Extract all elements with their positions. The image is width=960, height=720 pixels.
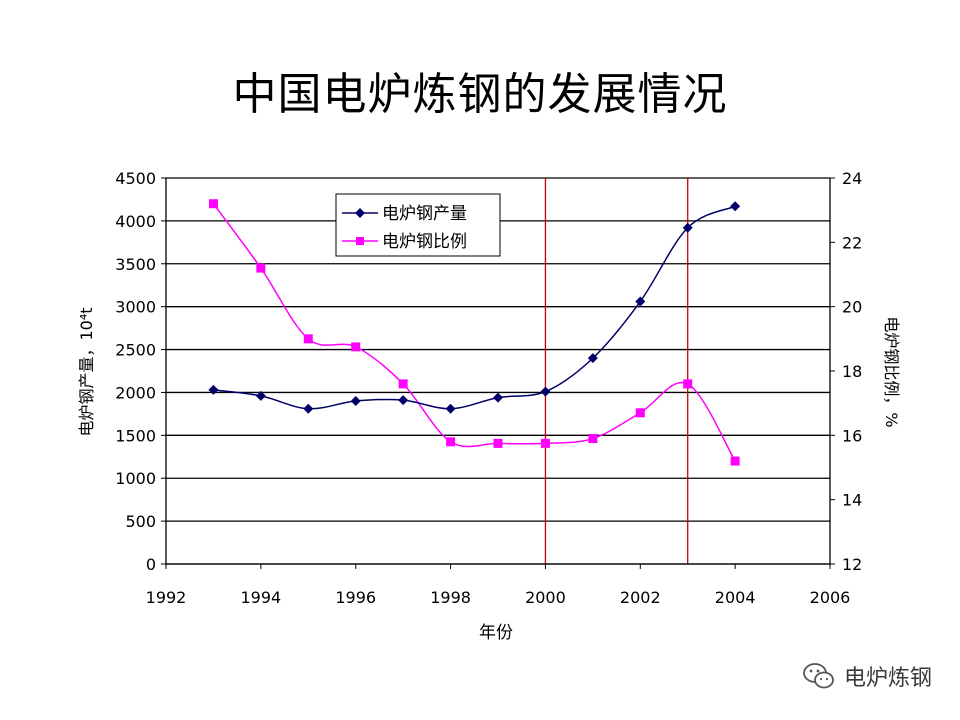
x-tick-label-1994: 1994: [240, 588, 281, 607]
legend: 电炉钢产量 电炉钢比例: [335, 193, 501, 257]
x-axis-label: 年份: [479, 623, 513, 643]
x-tick-label-2000: 2000: [525, 588, 566, 607]
ratio-point-1995: [303, 334, 313, 344]
x-tick-label-2004: 2004: [715, 588, 756, 607]
production-point-1994: [255, 390, 266, 401]
y2-tick-label-16: 16: [842, 426, 862, 445]
legend-marker-ratio: [356, 237, 364, 245]
slide-title: 中国电炉炼钢的发展情况: [232, 69, 728, 120]
axes: [161, 177, 835, 569]
production-point-1997: [398, 395, 409, 406]
production-point-2001: [587, 353, 598, 364]
y-tick-label-1500: 1500: [115, 426, 156, 445]
legend-label-ratio: 电炉钢比例: [382, 232, 467, 252]
production-point-2000: [540, 386, 551, 397]
x-tick-label-2002: 2002: [620, 588, 661, 607]
y-tick-label-2000: 2000: [115, 383, 156, 402]
grid-lines: [166, 177, 830, 565]
tick-labels: 0 500 1000 1500 2000 2500 3000 3500 4000 4500 12 14…: [115, 169, 862, 607]
ratio-point-2004: [730, 456, 740, 466]
y2-tick-label-14: 14: [842, 491, 862, 510]
production-point-1999: [493, 392, 503, 403]
ratio-point-1996: [351, 342, 361, 352]
production-point-1995: [303, 403, 314, 414]
y-tick-label-3000: 3000: [115, 298, 156, 317]
y-axis-label: 电炉钢产量，10⁴t: [77, 307, 96, 436]
y2-axis-label: 电炉钢比例，%: [882, 316, 901, 427]
production-point-2004: [730, 201, 741, 212]
y-tick-label-1000: 1000: [115, 469, 156, 488]
y-tick-label-3500: 3500: [115, 255, 156, 274]
x-tick-label-1998: 1998: [430, 588, 471, 607]
legend-label-production: 电炉钢产量: [382, 204, 467, 224]
x-tick-label-1992: 1992: [146, 588, 187, 607]
y2-tick-label-24: 24: [842, 169, 862, 188]
legend-box: [335, 193, 501, 257]
y2-tick-label-22: 22: [842, 233, 862, 252]
ratio-point-2003: [683, 379, 693, 389]
production-point-1993: [208, 384, 219, 395]
ratio-point-2001: [588, 434, 598, 444]
wechat-icon: [803, 663, 834, 689]
ratio-point-1993: [208, 199, 218, 209]
production-point-2003: [682, 222, 693, 233]
y2-tick-label-20: 20: [842, 298, 862, 317]
y-tick-label-0: 0: [146, 555, 156, 574]
production-point-1996: [350, 396, 361, 407]
legend-marker-production: [355, 208, 365, 218]
production-point-2002: [635, 296, 646, 307]
ratio-point-2002: [635, 408, 645, 418]
ratio-point-1998: [446, 437, 456, 447]
y2-tick-label-18: 18: [842, 362, 862, 381]
ratio-point-1994: [256, 263, 266, 273]
watermark-text: 电炉炼钢: [843, 666, 932, 691]
ratio-point-2000: [540, 438, 550, 448]
production-point-1998: [445, 403, 456, 414]
series: [208, 199, 741, 466]
y2-tick-label-12: 12: [842, 555, 862, 574]
series-line-ratio: [212, 203, 736, 462]
y-tick-label-2500: 2500: [115, 341, 156, 360]
ratio-point-1997: [398, 379, 408, 389]
y-tick-label-500: 500: [125, 512, 156, 531]
y-tick-label-4500: 4500: [115, 169, 156, 188]
x-tick-label-2006: 2006: [810, 588, 851, 607]
ratio-point-1999: [493, 438, 503, 448]
vertical-marker-lines: [544, 178, 689, 564]
watermark: 电炉炼钢: [802, 660, 932, 692]
x-tick-label-1996: 1996: [335, 588, 376, 607]
y-tick-label-4000: 4000: [115, 212, 156, 231]
